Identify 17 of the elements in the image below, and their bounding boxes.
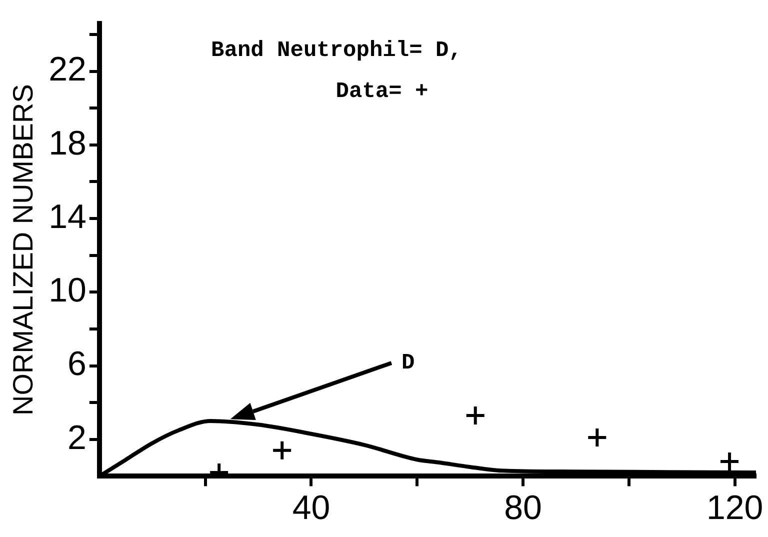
y-tick-label: 18 xyxy=(48,124,86,162)
annotation: D xyxy=(401,350,415,376)
annotation: Band Neutrophil= D, xyxy=(211,38,462,64)
y-tick-label: 14 xyxy=(48,198,86,236)
annotation: Data= + xyxy=(336,78,428,104)
point xyxy=(586,427,608,448)
x-tick-label: 80 xyxy=(504,488,542,527)
x-tick-label: 120 xyxy=(706,488,764,527)
point xyxy=(719,450,740,472)
y-tick-label: 22 xyxy=(48,50,86,89)
y-tick-label: 6 xyxy=(67,345,86,384)
y-tick-label: 10 xyxy=(48,272,86,310)
point xyxy=(272,440,293,461)
x-tick-label: 40 xyxy=(292,488,330,527)
y-tick-label: 2 xyxy=(67,418,86,457)
y-axis-title: NORMALIZED NUMBERS xyxy=(8,84,39,416)
point xyxy=(464,404,486,426)
